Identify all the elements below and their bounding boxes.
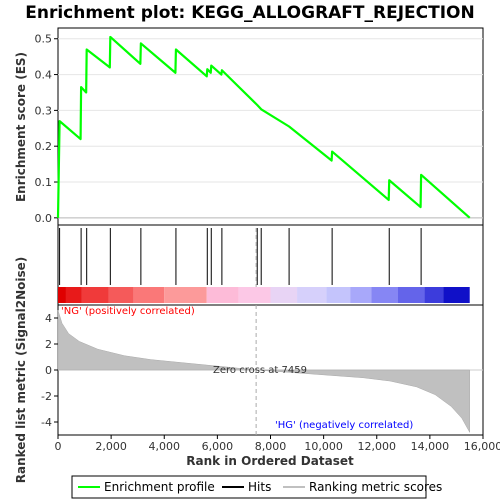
heat-segment	[424, 287, 444, 303]
metric-y-tick-label: 4	[45, 312, 52, 325]
x-tick-label: 10,000	[304, 440, 343, 453]
x-tick-label: 14,000	[411, 440, 450, 453]
heat-segment	[270, 287, 298, 303]
enrichment-profile-layer	[56, 35, 483, 219]
x-tick-label: 16,000	[464, 440, 500, 453]
x-axis-label: Rank in Ordered Dataset	[186, 454, 354, 468]
x-tick-label: 0	[55, 440, 62, 453]
metric-profile	[57, 228, 483, 435]
metric-y-tick-label: 0	[45, 364, 52, 377]
es-y-tick-label: 0.0	[35, 212, 53, 225]
metric-y-axis-label: Ranked list metric (Signal2Noise)	[14, 257, 28, 484]
heat-segment	[398, 287, 425, 303]
heat-segment	[81, 287, 109, 303]
metric-y-tick-label: -4	[41, 416, 52, 429]
es-y-tick-label: 0.3	[35, 104, 53, 117]
heat-segment	[371, 287, 398, 303]
heat-segment	[206, 287, 239, 303]
x-tick-label: 4,000	[149, 440, 181, 453]
legend: Enrichment profile Hits Ranking metric s…	[71, 475, 442, 499]
heat-segment	[443, 287, 470, 303]
legend-metric-label: Ranking metric scores	[309, 480, 442, 494]
enrichment-profile-line	[56, 35, 471, 219]
heat-segment	[133, 287, 165, 303]
metric-y-tick-label: 2	[45, 338, 52, 351]
negative-correlation-label: 'HG' (negatively correlated)	[275, 420, 413, 431]
heat-segment	[108, 287, 134, 303]
es-y-tick-label: 0.1	[35, 176, 53, 189]
heat-segment	[350, 287, 372, 303]
heat-segment	[65, 287, 82, 303]
heat-segment	[238, 287, 271, 303]
es-y-tick-label: 0.5	[35, 33, 53, 46]
x-tick-label: 2,000	[95, 440, 127, 453]
x-tick-label: 8,000	[255, 440, 287, 453]
legend-hits-label: Hits	[248, 480, 271, 494]
es-y-tick-label: 0.4	[35, 69, 53, 82]
es-y-ticks: 0.0 0.1 0.2 0.3 0.4 0.5	[35, 33, 58, 225]
heat-segment	[58, 287, 66, 303]
es-panel-frame	[57, 27, 484, 226]
legend-box	[71, 475, 427, 499]
heat-segment	[164, 287, 207, 303]
x-tick-label: 12,000	[358, 440, 397, 453]
chart-title: Enrichment plot: KEGG_ALLOGRAFT_REJECTIO…	[25, 3, 475, 23]
metric-area	[57, 310, 470, 434]
es-y-axis-label: Enrichment score (ES)	[14, 52, 28, 202]
zero-cross-label: Zero cross at 7459	[213, 365, 307, 376]
positive-correlation-label: 'NG' (positively correlated)	[61, 306, 195, 317]
ranking-heat-bar	[58, 287, 470, 303]
heat-segment	[297, 287, 327, 303]
heat-segment	[326, 287, 351, 303]
legend-enrichment-label: Enrichment profile	[104, 480, 215, 494]
metric-y-ticks: -4 -2 0 2 4	[41, 312, 58, 429]
x-ticks: 0 2,000 4,000 6,000 8,000 10,000 12,000 14,000 1…	[55, 435, 500, 453]
hit-markers	[59, 228, 422, 285]
es-y-tick-label: 0.2	[35, 140, 53, 153]
metric-y-tick-label: -2	[41, 390, 52, 403]
x-tick-label: 6,000	[202, 440, 234, 453]
